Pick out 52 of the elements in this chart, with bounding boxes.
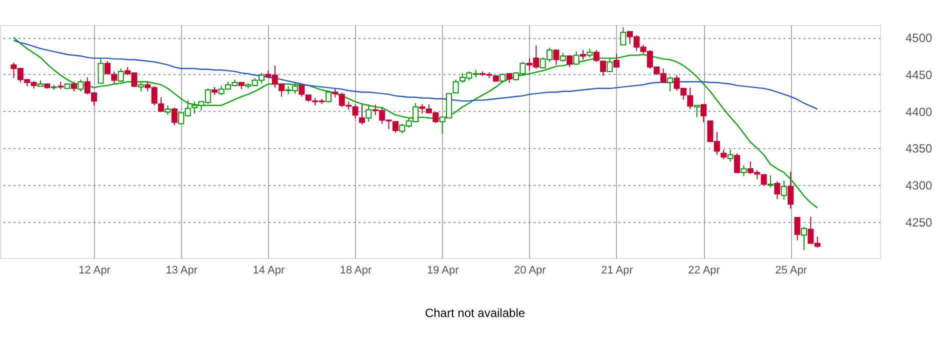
candlestick xyxy=(620,26,626,46)
candlestick xyxy=(700,104,707,123)
candlestick xyxy=(553,50,560,66)
x-tick-label: 22 Apr xyxy=(688,264,720,276)
candlestick xyxy=(794,216,800,241)
candlestick xyxy=(774,180,780,200)
x-tick-label: 19 Apr xyxy=(426,264,460,276)
candlestick xyxy=(667,76,674,92)
candlestick xyxy=(720,149,727,160)
y-tick-label: 4500 xyxy=(906,31,933,46)
candlestick xyxy=(606,58,613,73)
candlestick xyxy=(352,104,358,120)
candlestick xyxy=(98,58,104,84)
candlestick xyxy=(118,68,124,82)
line-series xyxy=(13,36,818,208)
x-tick-label: 12 Apr xyxy=(78,264,111,276)
candlestick xyxy=(687,87,694,110)
candlestick xyxy=(740,164,747,177)
candlestick xyxy=(694,104,700,118)
y-tick-label: 4250 xyxy=(906,215,933,230)
candlestick xyxy=(768,174,774,188)
candlestick xyxy=(78,79,84,92)
line-series xyxy=(13,40,818,110)
candlestick xyxy=(780,180,787,200)
candlestick xyxy=(734,152,740,174)
candlestick xyxy=(104,60,110,75)
y-tick-label: 4400 xyxy=(906,104,933,119)
candlestick xyxy=(325,90,332,103)
candlestick xyxy=(358,104,365,126)
x-tick-label: 18 Apr xyxy=(340,264,372,276)
candlestick xyxy=(788,171,794,210)
candlestick xyxy=(164,104,171,116)
x-tick-label: 13 Apr xyxy=(166,264,198,276)
candlestick xyxy=(70,81,77,92)
candlestick xyxy=(171,107,178,126)
x-tick-label: 25 Apr xyxy=(775,264,808,276)
candlestick xyxy=(580,50,586,60)
y-tick-label: 4350 xyxy=(906,142,933,156)
x-tick-label: 14 Apr xyxy=(252,264,285,276)
candlestick xyxy=(613,53,620,68)
candlestick xyxy=(801,226,808,250)
candlestick xyxy=(573,51,580,66)
candlestick xyxy=(727,149,734,162)
x-tick-label: 20 Apr xyxy=(514,264,546,276)
y-tick-label: 4450 xyxy=(906,68,933,82)
candlestick xyxy=(158,96,164,113)
y-tick-label: 4300 xyxy=(906,178,933,193)
text: Chart not available xyxy=(424,306,526,320)
x-tick-label: 21 Apr xyxy=(601,264,634,276)
candlestick xyxy=(566,54,573,68)
candlestick xyxy=(111,70,118,84)
candlestick xyxy=(366,104,372,122)
